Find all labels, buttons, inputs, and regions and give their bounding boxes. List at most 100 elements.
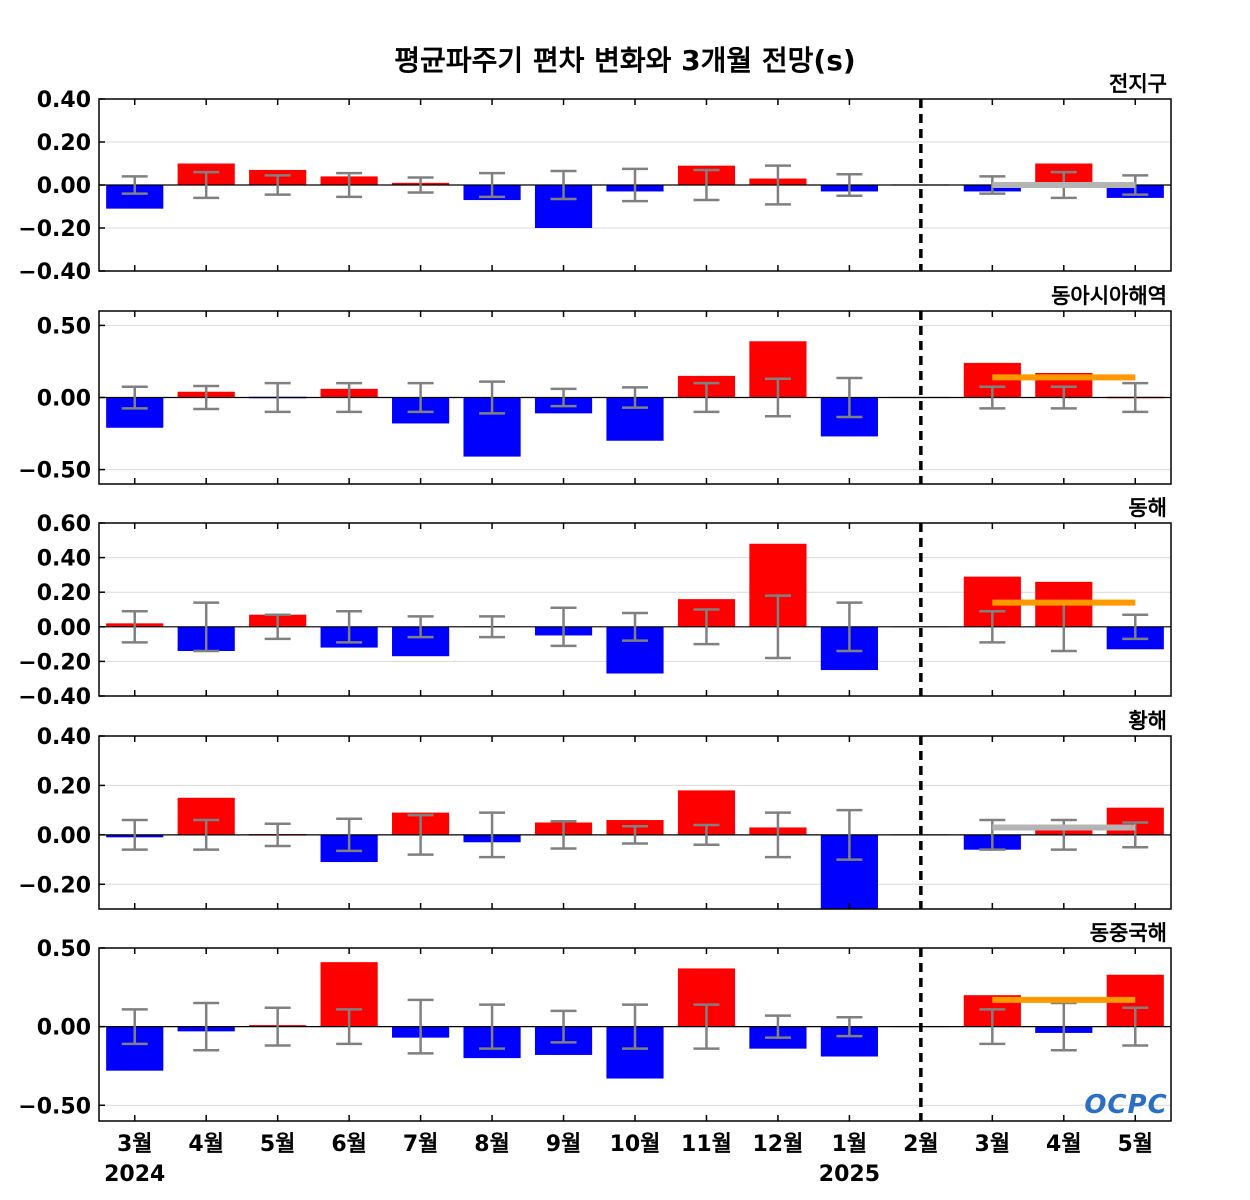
error-bar [1122, 613, 1149, 641]
panel-동해: −0.40 −0.20 0.00 0.20 0.40 0.60 동해 [18, 496, 1172, 710]
ocpc-logo: OCPC [1084, 1090, 1167, 1120]
error-bar [121, 175, 148, 195]
bar-3월 [106, 185, 164, 209]
error-bar [264, 822, 291, 848]
panel-label: 동아시아해역 [1051, 284, 1167, 308]
error-bar [193, 1001, 220, 1052]
error-bar [836, 173, 863, 197]
error-bar [764, 164, 791, 206]
error-bar [550, 387, 577, 408]
error-bar [264, 381, 291, 414]
error-bar [836, 1015, 863, 1038]
error-bar [121, 1008, 148, 1046]
error-bar [550, 169, 577, 201]
y-tick-label: 0.40 [37, 88, 91, 113]
error-bar [407, 381, 434, 414]
x-tick-label: 5월 [260, 1132, 296, 1157]
x-tick-label: 6월 [331, 1132, 367, 1157]
error-bar [979, 1008, 1006, 1046]
x-tick-label: 8월 [474, 1132, 510, 1157]
y-tick-label: −0.40 [18, 685, 91, 710]
x-tick-label: 2월 [903, 1132, 939, 1157]
error-bar [764, 811, 791, 859]
x-tick-label: 12월 [753, 1132, 804, 1157]
error-bar [479, 615, 506, 639]
error-bar [336, 609, 363, 644]
panel-label: 전지구 [1109, 72, 1167, 96]
logo-text: OCPC [1084, 1090, 1167, 1120]
error-bar [836, 808, 863, 861]
error-bar [336, 171, 363, 199]
error-bar [264, 1006, 291, 1047]
y-tick-label: −0.50 [18, 1094, 91, 1119]
error-bar [336, 381, 363, 414]
error-bar [622, 1003, 648, 1050]
error-bar [479, 811, 506, 859]
error-bar [693, 381, 720, 414]
x-tick-label: 3월 [117, 1132, 153, 1157]
x-tick-label: 1월 [832, 1132, 868, 1157]
error-bar [979, 385, 1006, 410]
error-bar [979, 609, 1006, 644]
error-bar [479, 380, 506, 415]
x-tick-label: 9월 [546, 1132, 582, 1157]
error-bar [1122, 1006, 1149, 1047]
y-tick-label: 0.00 [37, 174, 91, 199]
y-tick-label: 0.40 [37, 547, 91, 572]
chart-title: 평균파주기 편차 변화와 3개월 전망(s) [394, 44, 855, 77]
error-bar [407, 176, 434, 194]
y-tick-label: −0.50 [18, 459, 91, 484]
error-bar [622, 386, 648, 409]
error-bar [1050, 1001, 1077, 1052]
error-bar [622, 167, 648, 203]
panel-label: 황해 [1128, 709, 1167, 733]
panel-label: 동중국해 [1090, 921, 1167, 945]
y-tick-label: −0.20 [18, 873, 91, 898]
year-label: 2025 [819, 1162, 880, 1187]
y-tick-label: −0.20 [18, 217, 91, 242]
error-bar [550, 820, 577, 850]
error-bar [693, 1003, 720, 1050]
error-bar [479, 171, 506, 199]
y-tick-label: −0.40 [18, 260, 91, 285]
y-tick-label: 0.50 [37, 314, 91, 339]
y-tick-label: 0.00 [37, 387, 91, 412]
error-bar [764, 594, 791, 660]
error-bar [121, 385, 148, 410]
error-bar [407, 813, 434, 856]
error-bar [693, 608, 720, 646]
error-bar [193, 384, 220, 411]
panel-동중국해: −0.50 0.00 0.50 동중국해 [18, 921, 1172, 1122]
error-bar [479, 1003, 506, 1050]
panel-label: 동해 [1128, 496, 1167, 520]
error-bar [693, 823, 720, 846]
x-tick-label: 11월 [681, 1132, 732, 1157]
x-tick-label: 3월 [975, 1132, 1011, 1157]
error-bar [622, 824, 648, 845]
error-bar [550, 1009, 577, 1044]
y-tick-label: 0.50 [37, 937, 91, 962]
error-bar [693, 168, 720, 202]
x-tick-label: 5월 [1117, 1132, 1153, 1157]
panel-전지구: −0.40 −0.20 0.00 0.20 0.40 전지구 [18, 72, 1172, 285]
error-bar [336, 817, 363, 853]
error-bar [121, 609, 148, 644]
error-bar [836, 601, 863, 653]
error-bar [193, 818, 220, 851]
error-bar [193, 601, 220, 653]
error-bar [622, 611, 648, 642]
y-tick-label: 0.00 [37, 616, 91, 641]
error-bar [264, 613, 291, 641]
x-axis: 3월 4월 5월 6월 7월 8월 9월 10월 11월 12월 1월 2월 3월 4월 5월 2024 202… [104, 1132, 1153, 1187]
panels: −0.40 −0.20 0.00 0.20 0.40 전지구 −0.50 0.00 0.50 동아… [18, 72, 1172, 1122]
year-label: 2024 [104, 1162, 165, 1187]
error-bar [264, 174, 291, 196]
error-bar [407, 615, 434, 639]
x-tick-label: 4월 [1046, 1132, 1082, 1157]
y-tick-label: 0.00 [37, 824, 91, 849]
y-tick-label: −0.20 [18, 650, 91, 675]
y-tick-label: 0.40 [37, 725, 91, 750]
y-tick-label: 0.60 [37, 512, 91, 537]
x-tick-label: 4월 [188, 1132, 224, 1157]
